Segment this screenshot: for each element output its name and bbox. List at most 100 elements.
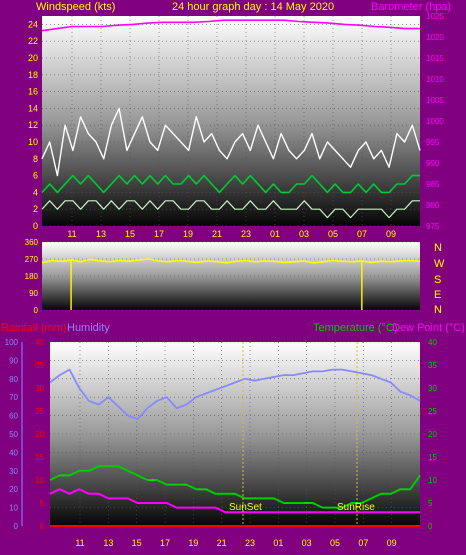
temperature-x-tick: 21 <box>217 538 227 548</box>
wind-y-tick: 20 <box>28 53 38 63</box>
rainfall-y-tick: 35 <box>35 361 44 370</box>
humidity-y-tick: 80 <box>9 375 18 384</box>
wind-grid <box>42 16 420 227</box>
temperature-x-tick: 01 <box>273 538 283 548</box>
dir-label-w: W <box>434 258 445 270</box>
humidity-y-tick: 50 <box>9 430 18 439</box>
temperature-y-tick: 40 <box>428 338 437 347</box>
dir-label-n-bottom: N <box>434 304 442 316</box>
wind-y-tick: 12 <box>28 120 38 130</box>
temperature-line <box>49 465 421 509</box>
temperature-y-tick: 10 <box>428 476 437 485</box>
rainfall-y-tick: 30 <box>35 384 44 393</box>
temperature-x-tick: 23 <box>245 538 255 548</box>
dir-label-s: S <box>434 274 441 286</box>
temperature-y-tick: 30 <box>428 384 437 393</box>
direction-y-tick: 270 <box>25 255 39 264</box>
barometer-y-tick: 995 <box>426 138 440 147</box>
dewpoint-line <box>49 488 420 514</box>
barometer-y-tick: 985 <box>426 180 440 189</box>
temperature-x-tick: 17 <box>160 538 170 548</box>
barometer-title: Barometer (hpa) <box>371 1 451 13</box>
humidity-y-tick: 10 <box>9 504 18 513</box>
wind-avg-line <box>41 174 420 194</box>
humidity-y-tick: 40 <box>9 448 18 457</box>
humidity-line <box>49 368 421 421</box>
wind-x-tick: 05 <box>328 229 338 239</box>
dir-label-n-top: N <box>434 242 442 254</box>
wind-y-tick: 16 <box>28 87 38 97</box>
direction-plot <box>41 258 421 310</box>
barometer-y-tick: 1010 <box>426 75 444 84</box>
temperature-x-tick: 07 <box>358 538 368 548</box>
barometer-y-tick: 975 <box>426 222 440 231</box>
direction-y-tick: 90 <box>29 289 38 298</box>
barometer-y-tick: 990 <box>426 159 440 168</box>
temperature-x-tick: 05 <box>330 538 340 548</box>
barometer-y-tick: 1015 <box>426 54 444 63</box>
graph-title: 24 hour graph day : 14 May 2020 <box>172 1 334 13</box>
wind-gust-line <box>41 107 421 177</box>
wind-y-tick: 8 <box>33 154 38 164</box>
wind-panel <box>42 16 420 226</box>
wind-plot <box>41 19 421 219</box>
rainfall-y-tick: 40 <box>35 338 44 347</box>
temperature-x-tick: 03 <box>302 538 312 548</box>
rainfall-y-tick: 10 <box>35 476 44 485</box>
direction-axes: 0 90 180 270 360 <box>25 238 39 315</box>
barometer-line <box>41 19 420 32</box>
direction-y-tick: 360 <box>25 238 39 247</box>
temperature-x-tick: 11 <box>75 538 84 548</box>
humidity-y-tick: 70 <box>9 393 18 402</box>
temperature-x-tick: 19 <box>188 538 198 548</box>
temperature-x-tick: 15 <box>132 538 142 548</box>
windspeed-title: Windspeed (kts) <box>36 1 115 13</box>
temperature-y-tick: 20 <box>428 430 437 439</box>
dir-label-e: E <box>434 289 441 301</box>
wind-x-tick: 11 <box>67 229 76 239</box>
barometer-y-tick: 1000 <box>426 117 444 126</box>
temperature-x-tick: 13 <box>103 538 113 548</box>
wind-x-tick: 23 <box>241 229 251 239</box>
wind-y-tick: 6 <box>33 171 38 181</box>
temperature-y-tick: 35 <box>428 361 437 370</box>
rainfall-y-tick: 0 <box>40 522 45 531</box>
wind-x-tick: 21 <box>212 229 222 239</box>
direction-line <box>41 258 421 264</box>
barometer-y-tick: 1005 <box>426 96 444 105</box>
wind-x-tick: 03 <box>299 229 309 239</box>
temperature-grid <box>50 341 420 527</box>
rainfall-y-tick: 20 <box>35 430 44 439</box>
temperature-axes: 0102030405060708090100051015202530354005… <box>5 338 438 548</box>
temperature-x-tick: 09 <box>387 538 397 548</box>
humidity-y-tick: 0 <box>14 522 19 531</box>
wind-y-tick: 22 <box>28 36 38 46</box>
rainfall-y-tick: 5 <box>40 499 45 508</box>
direction-y-tick: 0 <box>34 306 39 315</box>
wind-x-tick: 13 <box>96 229 106 239</box>
wind-axes: 0246810121416182022249759809859909951000… <box>28 12 444 239</box>
barometer-y-tick: 1025 <box>426 12 444 21</box>
direction-panel <box>42 242 420 310</box>
wind-low-line <box>41 200 420 219</box>
humidity-y-tick: 90 <box>9 356 18 365</box>
rainfall-y-tick: 15 <box>35 453 44 462</box>
dewpoint-title: Dew Point (°C) <box>392 322 465 334</box>
wind-y-tick: 2 <box>33 204 38 214</box>
wind-y-tick: 18 <box>28 70 38 80</box>
humidity-y-tick: 20 <box>9 485 18 494</box>
direction-labels: N W S E N <box>434 242 445 316</box>
barometer-y-tick: 1020 <box>426 33 444 42</box>
temperature-title: Temperature (°C) <box>313 322 397 334</box>
rainfall-y-tick: 25 <box>35 407 44 416</box>
wind-y-tick: 0 <box>33 221 38 231</box>
wind-x-tick: 17 <box>154 229 164 239</box>
temperature-y-tick: 5 <box>428 499 433 508</box>
temperature-y-tick: 15 <box>428 453 437 462</box>
wind-y-tick: 4 <box>33 187 38 197</box>
wind-x-tick: 07 <box>357 229 367 239</box>
barometer-y-tick: 980 <box>426 201 440 210</box>
temperature-y-tick: 25 <box>428 407 437 416</box>
humidity-y-tick: 60 <box>9 412 18 421</box>
wind-x-tick: 09 <box>386 229 396 239</box>
